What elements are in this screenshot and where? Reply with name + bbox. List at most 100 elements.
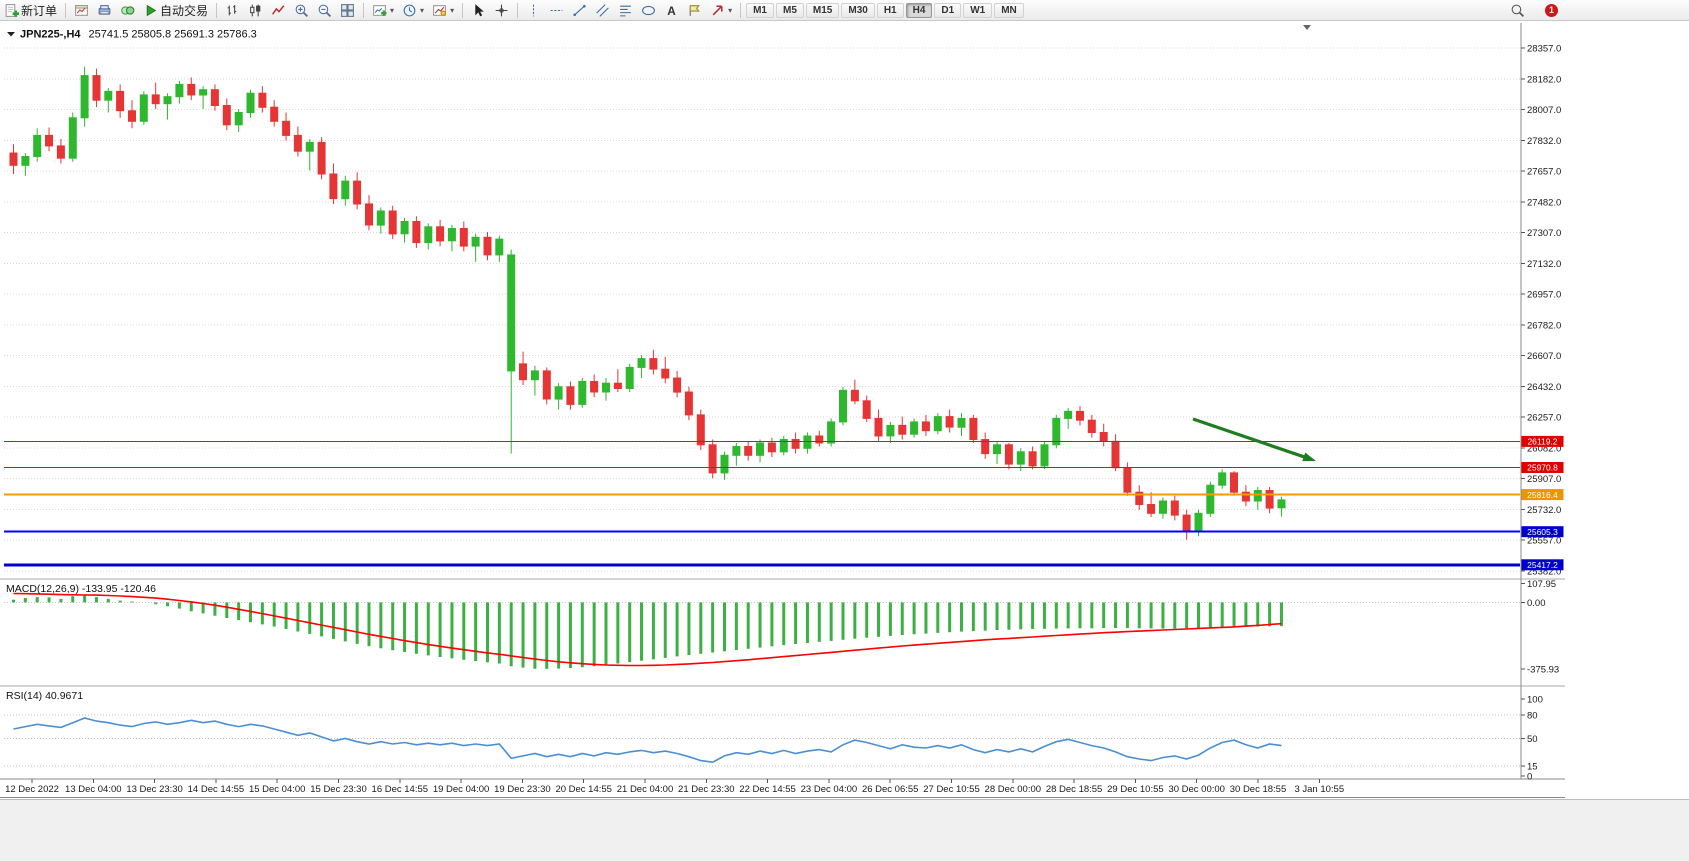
- text-button[interactable]: A: [661, 1, 682, 19]
- svg-text:-375.93: -375.93: [1527, 665, 1559, 676]
- vertical-line-button[interactable]: [523, 1, 544, 19]
- timeframe-button-d1[interactable]: D1: [934, 2, 962, 18]
- channel-icon: [596, 3, 609, 17]
- svg-text:22 Dec 14:55: 22 Dec 14:55: [739, 784, 796, 795]
- arrows-button[interactable]: ▾: [707, 1, 735, 19]
- shapes-icon: [642, 5, 656, 15]
- svg-text:100: 100: [1527, 695, 1543, 706]
- tile-windows-button[interactable]: [337, 1, 358, 19]
- macd-panel: 107.95 0.00 -375.93 MACD(12,26,9) -133.95 -…: [4, 579, 1559, 676]
- svg-text:21 Dec 23:30: 21 Dec 23:30: [678, 784, 735, 795]
- price-tag-25970.8[interactable]: 25970.8: [1521, 462, 1564, 473]
- zoom-out-icon: [318, 4, 332, 17]
- price-tag-25605.3[interactable]: 25605.3: [1521, 526, 1564, 538]
- svg-text:21 Dec 04:00: 21 Dec 04:00: [617, 784, 674, 795]
- profiles-button[interactable]: [94, 1, 115, 19]
- indicators-button[interactable]: ▾: [369, 1, 397, 19]
- time-axis[interactable]: 12 Dec 2022 13 Dec 04:00 13 Dec 23:30 14 De…: [5, 779, 1344, 795]
- market-watch-button[interactable]: [117, 1, 138, 19]
- text-label-button[interactable]: [684, 1, 705, 19]
- price-grid: [4, 47, 1520, 572]
- timeframe-button-mn[interactable]: MN: [994, 2, 1024, 18]
- toolbar-separator: [740, 2, 742, 18]
- svg-text:28007.0: 28007.0: [1527, 105, 1561, 116]
- text-icon: A: [667, 4, 676, 17]
- profiles-icon: [98, 4, 111, 15]
- price-tag-26119.2[interactable]: 26119.2: [1521, 435, 1564, 447]
- timeframe-button-m15[interactable]: M15: [805, 2, 840, 18]
- chevron-down-icon: ▾: [728, 5, 733, 15]
- cursor-icon: [475, 3, 484, 16]
- line-chart-button[interactable]: [268, 1, 289, 19]
- timeframe-button-w1[interactable]: W1: [963, 2, 993, 18]
- svg-text:19 Dec 04:00: 19 Dec 04:00: [433, 784, 490, 795]
- svg-text:20 Dec 14:55: 20 Dec 14:55: [555, 784, 612, 795]
- svg-text:50: 50: [1527, 734, 1538, 745]
- svg-text:26257.0: 26257.0: [1527, 413, 1561, 424]
- templates-icon: [433, 4, 446, 16]
- timeframe-button-m5[interactable]: M5: [776, 2, 804, 18]
- candlestick-chart-button[interactable]: [245, 1, 266, 19]
- timeframe-button-m1[interactable]: M1: [746, 2, 774, 18]
- chart-surface[interactable]: [0, 21, 1565, 799]
- toolbar-separator: [462, 2, 464, 18]
- svg-text:27482.0: 27482.0: [1527, 197, 1561, 208]
- svg-text:14 Dec 14:55: 14 Dec 14:55: [188, 784, 245, 795]
- svg-text:80: 80: [1527, 710, 1538, 721]
- trendline-button[interactable]: [569, 1, 590, 19]
- zoom-in-button[interactable]: [291, 1, 312, 19]
- line-chart-icon: [272, 4, 285, 15]
- price-tag-25816.4[interactable]: 25816.4: [1521, 489, 1564, 501]
- svg-text:3 Jan 10:55: 3 Jan 10:55: [1294, 784, 1344, 795]
- fibonacci-button[interactable]: [615, 1, 636, 19]
- chart-shift-marker[interactable]: [1303, 25, 1311, 30]
- notification-badge[interactable]: 1: [1545, 3, 1558, 17]
- rsi-panel: 100 80 50 150 RSI(14) 40.9671: [4, 690, 1543, 783]
- new-order-button[interactable]: 新订单: [1, 1, 60, 19]
- svg-text:28357.0: 28357.0: [1527, 44, 1561, 55]
- macd-label: MACD(12,26,9) -133.95 -120.46: [6, 583, 156, 595]
- svg-text:A: A: [667, 4, 676, 17]
- svg-text:26 Dec 06:55: 26 Dec 06:55: [862, 784, 919, 795]
- chart-window[interactable]: 28357.0 28182.0 28007.0 27832.0 27657.0 27482…: [0, 21, 1565, 799]
- svg-text:28 Dec 18:55: 28 Dec 18:55: [1046, 784, 1103, 795]
- auto-trading-button[interactable]: 自动交易: [140, 1, 211, 19]
- svg-text:27 Dec 10:55: 27 Dec 10:55: [923, 784, 980, 795]
- svg-text:26119.2: 26119.2: [1527, 437, 1557, 447]
- zoom-out-button[interactable]: [314, 1, 335, 19]
- trend-arrow-annotation[interactable]: [1192, 417, 1316, 462]
- shapes-button[interactable]: [638, 1, 659, 19]
- bar-chart-button[interactable]: [222, 1, 243, 19]
- periods-button[interactable]: ▾: [399, 1, 427, 19]
- timeframe-button-h1[interactable]: H1: [876, 2, 904, 18]
- price-tag-25417.2[interactable]: 25417.2: [1521, 559, 1564, 571]
- candles: [9, 66, 1286, 540]
- chart-svg[interactable]: 28357.0 28182.0 28007.0 27832.0 27657.0 27482…: [0, 21, 1565, 799]
- price-axis[interactable]: 28357.0 28182.0 28007.0 27832.0 27657.0 27482…: [1521, 44, 1561, 578]
- svg-text:12 Dec 2022: 12 Dec 2022: [5, 784, 59, 795]
- one-click-trading-toggle[interactable]: [7, 32, 15, 37]
- svg-text:30 Dec 18:55: 30 Dec 18:55: [1230, 784, 1287, 795]
- label-icon: [689, 4, 700, 16]
- svg-text:19 Dec 23:30: 19 Dec 23:30: [494, 784, 551, 795]
- new-order-icon: [5, 3, 19, 17]
- chevron-down-icon: ▾: [420, 5, 425, 15]
- search-button[interactable]: [1507, 1, 1528, 19]
- horizontal-line-button[interactable]: [546, 1, 567, 19]
- zoom-in-icon: [295, 4, 309, 17]
- timeframe-button-h4[interactable]: H4: [905, 2, 933, 18]
- svg-text:27657.0: 27657.0: [1527, 167, 1561, 178]
- new-chart-button[interactable]: [71, 1, 92, 19]
- channel-button[interactable]: [592, 1, 613, 19]
- svg-text:25970.8: 25970.8: [1527, 463, 1558, 473]
- svg-text:26957.0: 26957.0: [1527, 290, 1561, 301]
- svg-text:13 Dec 04:00: 13 Dec 04:00: [65, 784, 122, 795]
- svg-text:27307.0: 27307.0: [1527, 228, 1561, 239]
- timeframe-button-m30[interactable]: M30: [841, 2, 875, 18]
- cursor-button[interactable]: [468, 1, 489, 19]
- toolbar-separator: [65, 2, 67, 18]
- trendline-icon: [573, 4, 586, 16]
- templates-button[interactable]: ▾: [429, 1, 457, 19]
- crosshair-button[interactable]: [491, 1, 512, 19]
